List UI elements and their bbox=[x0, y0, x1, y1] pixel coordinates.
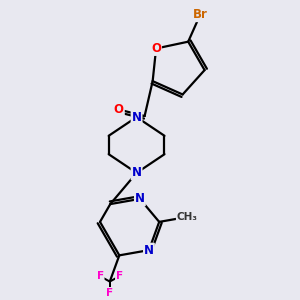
Text: F: F bbox=[97, 271, 104, 281]
Text: O: O bbox=[151, 42, 161, 55]
Text: F: F bbox=[116, 271, 123, 281]
Text: Br: Br bbox=[193, 8, 208, 21]
Text: N: N bbox=[132, 111, 142, 124]
Text: N: N bbox=[144, 244, 154, 256]
Text: O: O bbox=[114, 103, 124, 116]
Text: CH₃: CH₃ bbox=[177, 212, 198, 222]
Text: F: F bbox=[106, 288, 113, 298]
Text: N: N bbox=[132, 167, 142, 179]
Text: N: N bbox=[135, 192, 145, 206]
